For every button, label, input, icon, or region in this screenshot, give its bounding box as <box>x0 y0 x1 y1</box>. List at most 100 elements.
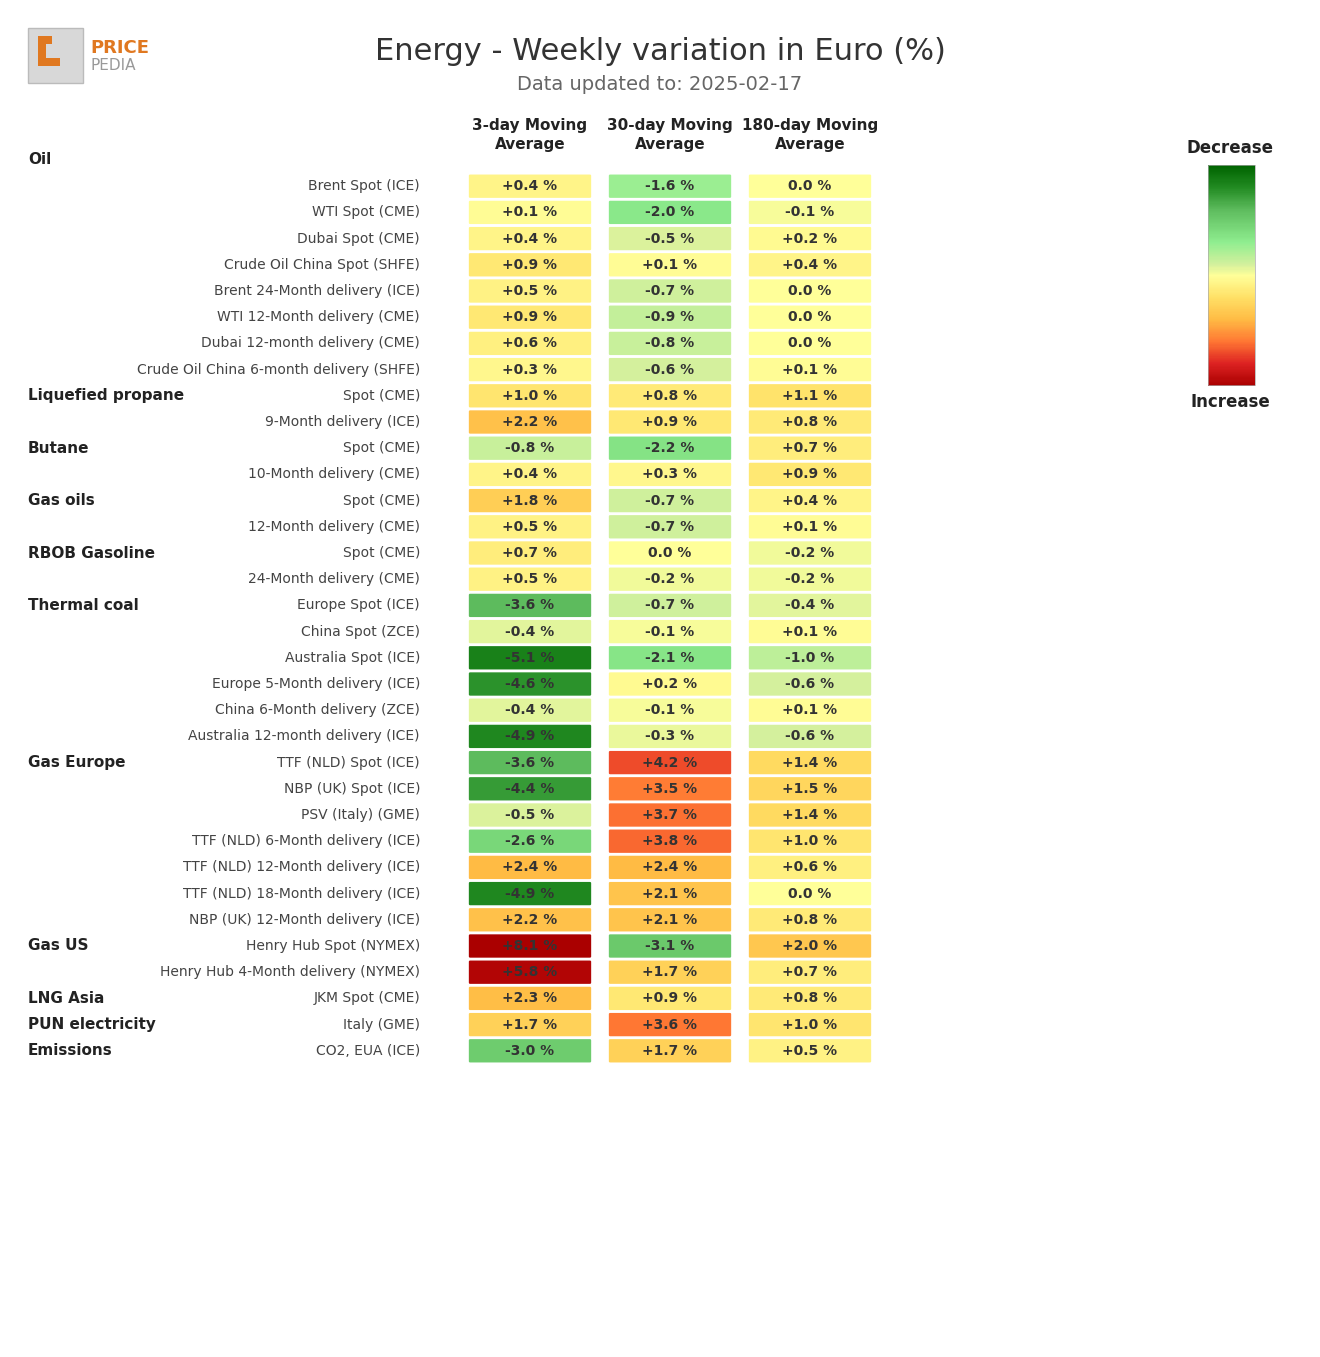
Bar <box>1208 345 1255 346</box>
Bar <box>1208 197 1255 198</box>
Bar <box>1208 364 1255 365</box>
FancyBboxPatch shape <box>469 567 591 592</box>
Bar <box>1208 309 1255 311</box>
Text: -0.2 %: -0.2 % <box>645 573 694 586</box>
Text: +0.4 %: +0.4 % <box>503 232 557 246</box>
Text: -0.6 %: -0.6 % <box>645 362 694 377</box>
Text: -5.1 %: -5.1 % <box>506 651 554 665</box>
Bar <box>1208 242 1255 244</box>
Text: +0.7 %: +0.7 % <box>783 965 837 980</box>
Bar <box>1208 383 1255 384</box>
Bar <box>1208 368 1255 369</box>
FancyBboxPatch shape <box>469 959 591 985</box>
Bar <box>1208 330 1255 331</box>
FancyBboxPatch shape <box>469 461 591 487</box>
FancyBboxPatch shape <box>609 697 733 723</box>
Bar <box>1208 240 1255 242</box>
Bar <box>1208 331 1255 332</box>
Bar <box>1208 293 1255 294</box>
Text: +1.7 %: +1.7 % <box>643 1044 697 1058</box>
Bar <box>1208 199 1255 201</box>
Bar <box>1208 193 1255 194</box>
FancyBboxPatch shape <box>748 567 873 592</box>
Bar <box>1208 218 1255 220</box>
Bar <box>1208 278 1255 280</box>
Bar <box>1208 277 1255 278</box>
Bar <box>1208 182 1255 183</box>
Bar <box>1208 313 1255 315</box>
Bar <box>1208 311 1255 313</box>
Bar <box>1208 318 1255 319</box>
Text: +1.4 %: +1.4 % <box>783 756 838 769</box>
Bar <box>1208 208 1255 209</box>
FancyBboxPatch shape <box>748 959 873 985</box>
FancyBboxPatch shape <box>748 829 873 854</box>
Bar <box>1208 252 1255 254</box>
Text: -0.3 %: -0.3 % <box>645 730 694 744</box>
Bar <box>28 28 83 83</box>
Bar <box>1208 232 1255 233</box>
Bar <box>1208 372 1255 373</box>
Bar <box>1208 369 1255 372</box>
FancyBboxPatch shape <box>748 357 873 383</box>
Bar <box>1208 251 1255 252</box>
FancyBboxPatch shape <box>609 278 733 304</box>
Bar <box>1208 267 1255 269</box>
Bar <box>1208 189 1255 191</box>
Text: +0.7 %: +0.7 % <box>503 546 557 560</box>
FancyBboxPatch shape <box>748 750 873 775</box>
Text: +0.2 %: +0.2 % <box>783 232 838 246</box>
Text: RBOB Gasoline: RBOB Gasoline <box>28 546 154 560</box>
Text: TTF (NLD) 18-Month delivery (ICE): TTF (NLD) 18-Month delivery (ICE) <box>182 886 420 901</box>
FancyBboxPatch shape <box>469 750 591 775</box>
Bar <box>1208 170 1255 171</box>
FancyBboxPatch shape <box>609 410 733 434</box>
Text: Europe 5-Month delivery (ICE): Europe 5-Month delivery (ICE) <box>211 677 420 691</box>
Bar <box>1208 286 1255 288</box>
Text: 0.0 %: 0.0 % <box>788 179 832 193</box>
FancyBboxPatch shape <box>609 802 733 828</box>
Text: +0.3 %: +0.3 % <box>503 362 557 377</box>
Bar <box>1208 229 1255 231</box>
Text: +1.0 %: +1.0 % <box>503 389 557 403</box>
Bar <box>1208 178 1255 179</box>
Text: Butane: Butane <box>28 441 90 456</box>
Text: -4.6 %: -4.6 % <box>506 677 554 691</box>
FancyBboxPatch shape <box>748 697 873 723</box>
Bar <box>1208 366 1255 368</box>
Text: +0.9 %: +0.9 % <box>643 415 697 429</box>
Text: -4.9 %: -4.9 % <box>506 730 554 744</box>
Text: +1.0 %: +1.0 % <box>783 1018 838 1031</box>
Bar <box>1208 343 1255 345</box>
Bar <box>1208 174 1255 175</box>
Bar <box>1208 288 1255 289</box>
Text: +2.0 %: +2.0 % <box>783 939 838 953</box>
Bar <box>1208 246 1255 247</box>
Bar <box>1208 265 1255 266</box>
Bar <box>1208 180 1255 182</box>
Bar <box>1208 328 1255 331</box>
Bar <box>1208 202 1255 204</box>
FancyBboxPatch shape <box>469 723 591 749</box>
Text: +0.4 %: +0.4 % <box>503 179 557 193</box>
Text: +0.1 %: +0.1 % <box>783 703 838 718</box>
Text: China Spot (ZCE): China Spot (ZCE) <box>301 624 420 639</box>
Text: +0.8 %: +0.8 % <box>783 992 838 1006</box>
Bar <box>1208 282 1255 284</box>
Text: +2.2 %: +2.2 % <box>503 415 557 429</box>
Bar <box>1208 225 1255 227</box>
Text: +0.1 %: +0.1 % <box>783 624 838 639</box>
Bar <box>1208 282 1255 285</box>
Bar <box>1208 305 1255 307</box>
Bar <box>1208 342 1255 343</box>
Text: +3.7 %: +3.7 % <box>643 807 697 822</box>
Text: +2.1 %: +2.1 % <box>643 886 698 901</box>
FancyBboxPatch shape <box>609 959 733 985</box>
Text: +0.9 %: +0.9 % <box>503 311 557 324</box>
Bar <box>1208 185 1255 186</box>
Bar <box>1208 354 1255 356</box>
Text: +3.5 %: +3.5 % <box>643 782 697 795</box>
Bar <box>1208 289 1255 290</box>
Text: 10-Month delivery (CME): 10-Month delivery (CME) <box>248 467 420 482</box>
Bar <box>1208 206 1255 208</box>
